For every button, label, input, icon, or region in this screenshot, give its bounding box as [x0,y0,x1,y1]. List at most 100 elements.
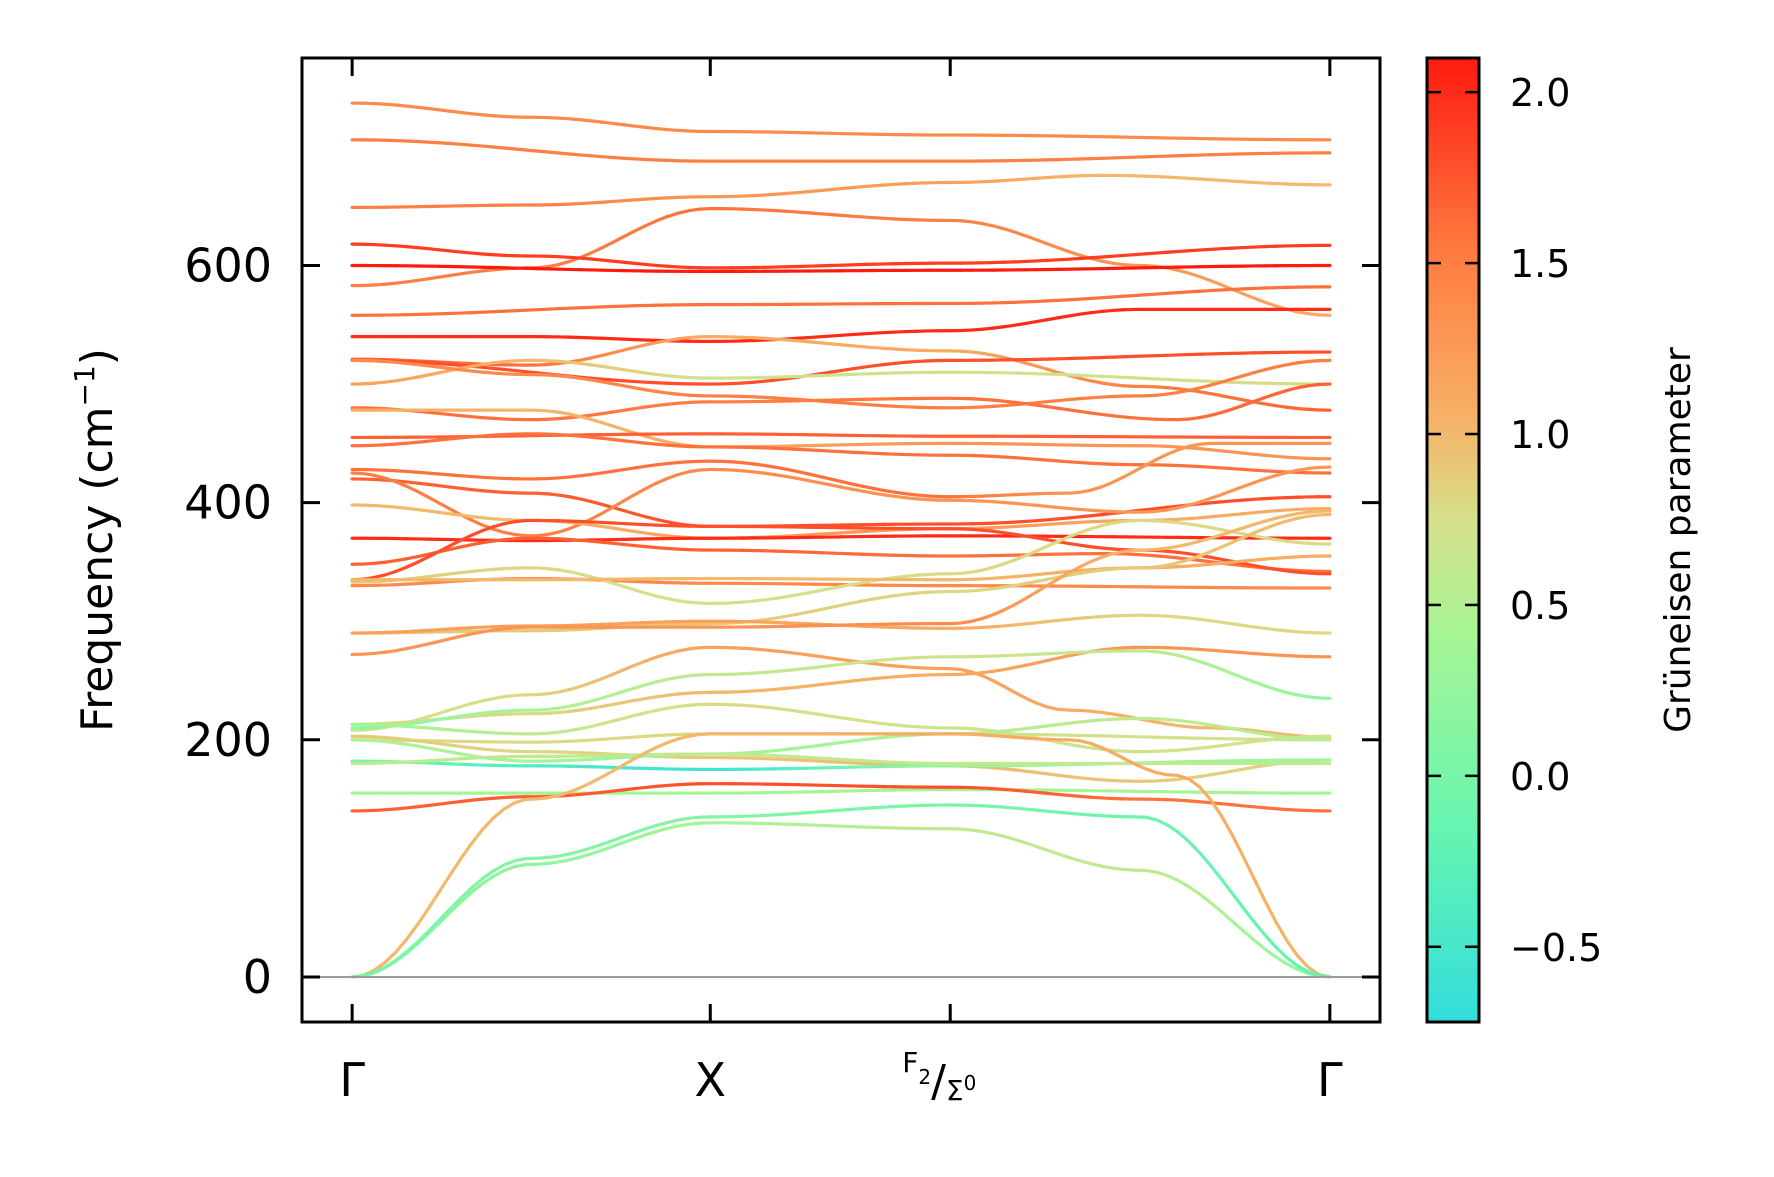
band-segment [980,351,995,357]
band-segment [1197,501,1212,506]
band-segment [1208,525,1223,532]
band-segment [1295,510,1310,516]
band-segment [556,416,572,421]
band-segment [828,531,843,536]
band-segment [1154,291,1169,296]
band-segment [1295,953,1310,969]
band-segment [839,679,854,684]
band-segment [1241,292,1256,300]
band-segment [459,569,474,575]
band-segment [448,362,463,367]
band-segment [882,804,897,809]
band-segment [1154,385,1169,390]
band-segment [763,616,778,622]
band-segment [1187,774,1202,780]
band-segment [948,621,963,626]
band-segment [622,345,637,352]
band-segment [491,114,506,119]
band-segment [1273,404,1289,409]
band-segment [404,480,419,485]
band-segment [589,200,604,205]
band-segment [882,330,897,335]
band-segment [426,921,441,936]
band-segment [600,769,615,779]
band-segment [643,340,658,347]
band-segment [415,105,430,111]
band-segment [578,472,593,478]
band-segment [535,307,550,312]
band-segment [1208,493,1223,501]
band-segment [1252,396,1267,404]
band-segment [426,509,441,514]
band-segment [372,961,387,973]
band-segment [654,338,669,345]
band-segment [806,711,821,716]
band-segment [817,654,832,660]
band-segment [459,361,474,366]
band-segment [1034,790,1050,795]
band-segment [850,678,865,683]
band-segment [404,721,419,726]
band-segment [1230,403,1245,411]
band-segment [589,842,604,850]
band-segment [622,368,637,373]
band-segment [665,675,680,682]
band-segment [1219,499,1234,504]
band-segment [1241,623,1256,629]
band-segment [1078,520,1093,524]
band-segment [654,461,669,467]
band-segment [632,197,648,202]
band-segment [1252,452,1267,457]
band-segment [578,434,593,439]
band-segment [546,476,561,481]
band-segment [546,793,561,800]
band-segment [1176,646,1191,651]
band-segment [1067,520,1082,525]
band-segment [643,784,658,790]
band-segment [861,719,876,725]
band-segment [741,599,756,604]
band-segment [871,676,887,681]
band-segment [491,757,506,762]
band-segment [1143,767,1158,775]
band-segment [850,529,865,534]
band-segment [1034,583,1050,594]
band-segment [437,362,452,367]
band-segment [600,421,615,428]
band-segment [1295,310,1310,316]
band-segment [643,829,658,837]
band-segment [1154,505,1169,511]
band-segment [1067,565,1082,575]
band-segment [470,713,485,718]
band-segment [1143,417,1158,421]
band-segment [448,366,463,372]
band-segment [817,712,832,718]
band-segment [1034,518,1050,523]
band-segment [915,359,930,364]
band-segment [1056,571,1071,581]
band-segment [404,581,419,586]
band-segment [806,472,821,478]
band-segment [828,187,843,192]
band-segment [795,469,811,476]
band-segment [1263,402,1278,408]
band-segment [546,567,561,572]
band-segment [1089,614,1104,619]
band-segment [1100,381,1115,387]
band-segment [1056,707,1071,712]
band-segment [1013,735,1028,740]
band-segment [1208,247,1223,251]
band-segment [524,797,539,802]
band-segment [1208,744,1223,749]
band-segment [785,533,800,538]
band-segment [882,657,897,662]
band-5 [350,242,1332,270]
band-segment [1100,814,1115,818]
band-segment [470,797,485,802]
band-segment [535,408,550,413]
band-segment [415,581,430,586]
band-segment [785,650,800,656]
band-segment [806,589,821,595]
band-segment [589,257,604,262]
band-segment [741,646,756,651]
